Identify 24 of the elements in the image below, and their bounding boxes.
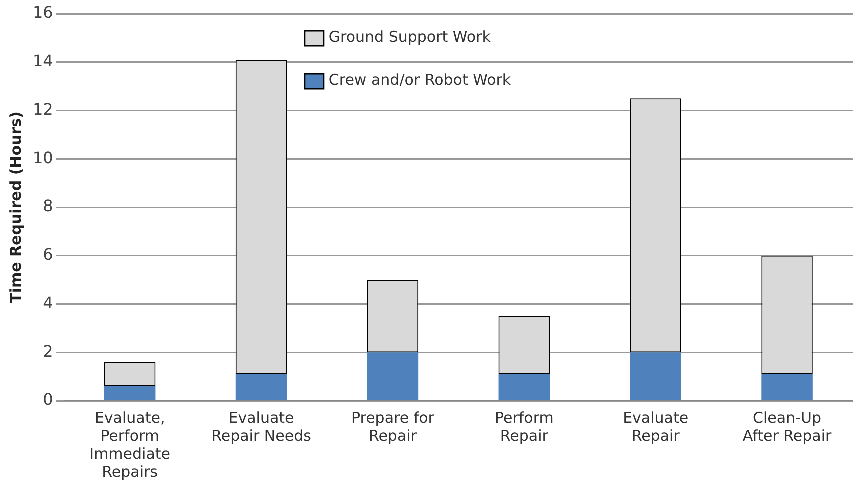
legend-label: Ground Support Work [328, 28, 492, 46]
x-tick-label: Clean-Up After Repair [742, 408, 833, 445]
y-tick-label: 0 [43, 390, 54, 410]
x-tick-label: Evaluate, Perform Immediate Repairs [90, 408, 171, 481]
y-tick-label: 12 [33, 100, 54, 119]
legend-label: Crew and/or Robot Work [328, 70, 512, 89]
bar [630, 352, 682, 400]
x-tick-label: Perform Repair [494, 408, 554, 445]
bar [236, 374, 288, 400]
x-tick-label: Evaluate Repair [623, 408, 689, 445]
x-tick-label: Prepare for Repair [351, 408, 436, 445]
y-tick-label: 6 [43, 245, 54, 264]
y-tick-label: 8 [43, 196, 54, 216]
x-tick-label: Evaluate Repair Needs [212, 408, 312, 445]
bar [762, 374, 813, 400]
bar [104, 386, 156, 400]
y-tick-label: 14 [33, 52, 54, 71]
bar [498, 374, 550, 400]
y-axis-title: Time Required (Hours) [6, 112, 25, 304]
y-tick-label: 4 [43, 293, 54, 312]
bar [367, 352, 419, 400]
y-tick-label: 10 [33, 148, 54, 168]
y-tick-label: 16 [33, 3, 54, 22]
y-tick-label: 2 [43, 342, 54, 361]
